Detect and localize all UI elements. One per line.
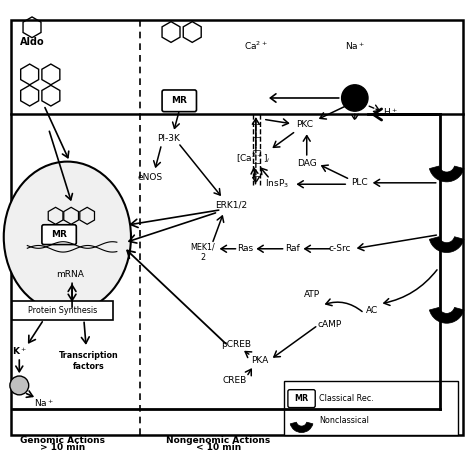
Circle shape: [10, 376, 29, 395]
Wedge shape: [290, 422, 313, 433]
FancyBboxPatch shape: [42, 225, 76, 245]
Text: MEK1/
2: MEK1/ 2: [191, 242, 216, 262]
Text: Ras: Ras: [237, 244, 254, 253]
Text: Nonclassical: Nonclassical: [319, 416, 369, 425]
Text: PI-3K: PI-3K: [157, 134, 180, 143]
Text: MR: MR: [294, 394, 309, 403]
Text: > 10 min: > 10 min: [40, 443, 85, 452]
Text: < 10 min: < 10 min: [196, 443, 241, 452]
Text: ERK1/2: ERK1/2: [215, 201, 247, 210]
FancyBboxPatch shape: [288, 390, 315, 408]
Text: Nongenomic Actions: Nongenomic Actions: [166, 436, 270, 445]
FancyBboxPatch shape: [284, 381, 458, 435]
Text: PKA: PKA: [251, 356, 268, 365]
Wedge shape: [429, 308, 464, 323]
Text: MR: MR: [172, 96, 187, 105]
FancyBboxPatch shape: [162, 90, 197, 112]
Text: CREB: CREB: [222, 376, 247, 385]
Text: Na$^+$: Na$^+$: [34, 397, 54, 409]
Text: K$^+$: K$^+$: [12, 346, 27, 357]
Wedge shape: [429, 237, 464, 253]
FancyBboxPatch shape: [12, 301, 113, 320]
Text: mRNA: mRNA: [56, 270, 83, 279]
Text: Classical Rec.: Classical Rec.: [319, 394, 374, 403]
Text: PLC: PLC: [351, 178, 368, 187]
Text: pCREB: pCREB: [221, 340, 251, 349]
Text: Raf: Raf: [285, 244, 300, 253]
Text: InsP$_3$: InsP$_3$: [265, 178, 289, 191]
Text: [Ca$^{2+}$]$_i$: [Ca$^{2+}$]$_i$: [236, 151, 271, 165]
Text: cAMP: cAMP: [318, 319, 342, 328]
Text: Ca$^{2+}$: Ca$^{2+}$: [244, 40, 268, 52]
Text: c-Src: c-Src: [328, 244, 351, 253]
Text: eNOS: eNOS: [137, 173, 163, 182]
Text: AC: AC: [366, 306, 378, 315]
Bar: [11, 20, 463, 435]
Text: Na$^+$: Na$^+$: [345, 40, 365, 52]
Text: Transcription
factors: Transcription factors: [59, 351, 118, 371]
Ellipse shape: [4, 162, 131, 312]
Wedge shape: [429, 166, 464, 182]
Text: Genomic Actions: Genomic Actions: [20, 436, 105, 445]
Text: PKC: PKC: [296, 120, 313, 129]
Text: Protein Synthesis: Protein Synthesis: [28, 306, 97, 315]
Text: Aldo: Aldo: [20, 37, 45, 47]
Text: ATP: ATP: [304, 291, 320, 300]
Text: H$^+$: H$^+$: [383, 106, 398, 118]
Circle shape: [342, 85, 368, 111]
Text: MR: MR: [51, 230, 67, 239]
Text: DAG: DAG: [297, 159, 317, 168]
